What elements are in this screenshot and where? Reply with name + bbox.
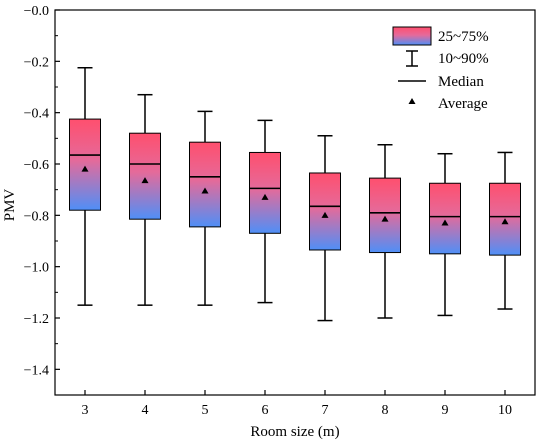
mean-marker: [441, 219, 449, 226]
box-8: [369, 144, 401, 319]
mean-marker: [321, 211, 329, 218]
x-tick-label: 6: [262, 403, 269, 418]
legend-label-mean: Average: [438, 96, 488, 112]
interquartile-box: [129, 132, 161, 220]
legend-label-median: Median: [438, 74, 484, 90]
interquartile-box: [429, 182, 461, 255]
mean-marker: [261, 193, 269, 200]
x-tick-label: 5: [202, 403, 209, 418]
y-axis-title: PMV: [2, 189, 18, 222]
interquartile-box: [69, 118, 101, 211]
x-tick-label: 8: [382, 403, 389, 418]
box-4: [129, 93, 161, 306]
legend: 25~75% 10~90% Median Average: [392, 26, 489, 112]
box-series: [69, 67, 521, 322]
mean-marker: [201, 187, 209, 194]
x-tick-label: 9: [442, 403, 449, 418]
box-3: [69, 67, 101, 306]
mean-marker: [81, 165, 89, 172]
y-tick-label: −1.4: [24, 363, 49, 378]
legend-label-whisker: 10~90%: [438, 51, 489, 67]
x-tick-label: 7: [322, 403, 329, 418]
interquartile-box: [369, 177, 401, 254]
x-tick-label: 4: [142, 403, 149, 418]
mean-marker: [381, 215, 389, 222]
mean-marker: [141, 177, 149, 184]
x-axis-title: Room size (m): [250, 424, 339, 440]
mean-marker: [501, 218, 509, 225]
legend-mean-symbol: [408, 98, 416, 104]
box-6: [249, 119, 281, 304]
x-tick-label: 3: [82, 403, 89, 418]
y-tick-label: −0.8: [24, 209, 49, 224]
interquartile-box: [249, 151, 281, 234]
legend-label-box: 25~75%: [438, 29, 489, 45]
box-5: [189, 110, 221, 306]
y-tick-label: −0.0: [24, 4, 49, 19]
box-7: [309, 135, 341, 322]
plot-area-frame: [54, 9, 536, 396]
y-axis: −0.0 −0.2 −0.4 −0.6 −0.8 −1.0 −1.2 −1.4: [24, 4, 60, 396]
x-tick-label: 10: [498, 403, 512, 418]
interquartile-box: [189, 141, 221, 228]
interquartile-box: [309, 172, 341, 251]
y-tick-label: −1.2: [24, 312, 49, 327]
x-axis: 3 4 5 6 7 8 9 10: [82, 390, 512, 418]
y-tick-label: −0.4: [24, 107, 49, 122]
y-tick-label: −0.6: [24, 158, 49, 173]
y-tick-label: −1.0: [24, 261, 49, 276]
legend-whisker-symbol: [406, 50, 418, 67]
y-tick-label: −0.2: [24, 55, 49, 70]
box-10: [489, 151, 521, 310]
legend-box-swatch: [392, 26, 432, 46]
box-9: [429, 152, 461, 317]
